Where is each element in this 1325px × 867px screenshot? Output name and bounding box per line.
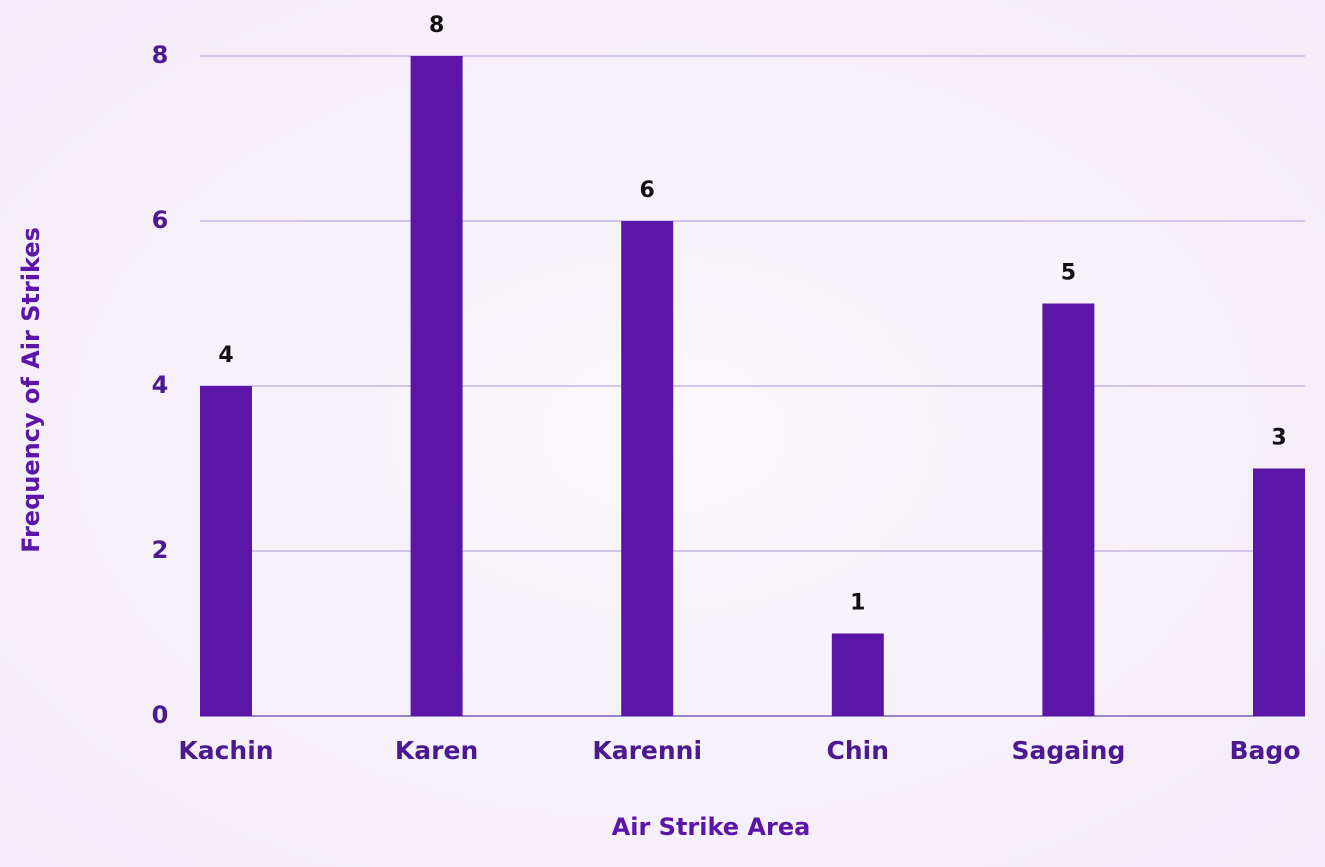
y-tick-label: 2	[152, 536, 169, 564]
bar	[1253, 468, 1305, 716]
y-tick-label: 8	[152, 41, 169, 69]
bar	[410, 56, 463, 716]
x-tick-label: Karenni	[592, 736, 702, 765]
data-label: 8	[429, 13, 444, 38]
data-label: 5	[1061, 261, 1076, 286]
data-label: 4	[218, 343, 233, 368]
x-tick-label: Bago	[1230, 736, 1301, 765]
y-tick-label: 6	[152, 206, 169, 234]
bar	[1042, 303, 1095, 716]
x-tick-label: Chin	[827, 736, 890, 765]
bar	[200, 386, 252, 716]
data-label: 6	[640, 178, 655, 203]
bar	[621, 221, 674, 716]
bar	[831, 633, 884, 716]
y-axis-title: Frequency of Air Strikes	[17, 227, 45, 553]
data-label: 1	[850, 591, 865, 616]
x-tick-label: Sagaing	[1011, 736, 1125, 765]
data-label: 3	[1271, 426, 1286, 451]
x-tick-label: Kachin	[178, 736, 273, 765]
y-tick-label: 4	[152, 371, 169, 399]
x-tick-label: Karen	[395, 736, 478, 765]
y-tick-label: 0	[152, 701, 169, 729]
x-axis-title: Air Strike Area	[612, 813, 811, 841]
